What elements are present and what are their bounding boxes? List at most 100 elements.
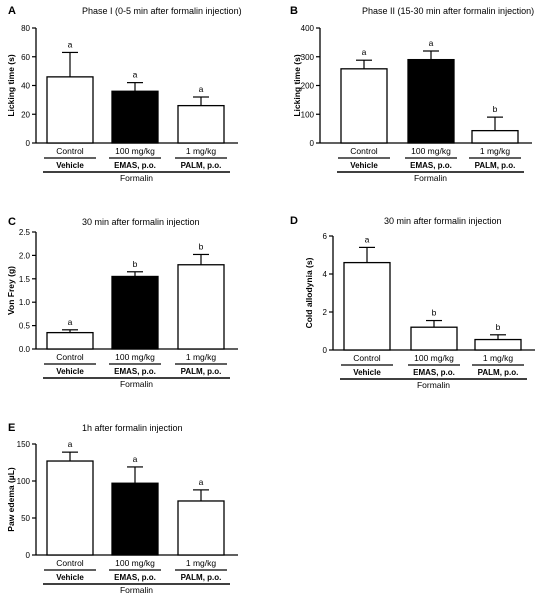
group-label: EMAS, p.o. xyxy=(410,161,452,170)
y-tick-label: 300 xyxy=(301,53,315,62)
y-tick-label: 0.5 xyxy=(19,322,31,331)
significance-letter: b xyxy=(496,322,501,332)
group-label: PALM, p.o. xyxy=(478,368,519,377)
bar xyxy=(343,261,391,351)
significance-letter: a xyxy=(199,477,204,487)
y-tick-label: 0 xyxy=(26,551,31,560)
bar xyxy=(177,500,225,556)
significance-letter: a xyxy=(365,234,370,244)
group-label: PALM, p.o. xyxy=(181,161,222,170)
y-tick-label: 4 xyxy=(323,270,328,279)
bar xyxy=(177,104,225,144)
y-axis-label: Cold allodynia (s) xyxy=(304,257,314,328)
x-tick-label: 100 mg/kg xyxy=(411,146,451,156)
panel-title: 1h after formalin injection xyxy=(82,423,183,433)
y-tick-label: 50 xyxy=(21,514,30,523)
y-axis-label: Licking time (s) xyxy=(6,54,16,117)
bar xyxy=(111,482,159,556)
group-label: Vehicle xyxy=(56,573,84,582)
y-tick-label: 100 xyxy=(301,110,315,119)
formalin-label: Formalin xyxy=(120,585,153,595)
x-tick-label: 100 mg/kg xyxy=(115,146,155,156)
y-tick-label: 1.0 xyxy=(19,298,31,307)
panel-d: D 30 min after formalin injection 0 2 4 6 Cold… xyxy=(290,215,535,390)
y-tick-label: 0 xyxy=(323,346,328,355)
group-label: PALM, p.o. xyxy=(181,367,222,376)
y-tick-label: 20 xyxy=(21,110,30,119)
group-label: EMAS, p.o. xyxy=(114,367,156,376)
x-tick-label: Control xyxy=(350,146,378,156)
y-tick-label: 150 xyxy=(17,440,31,449)
x-tick-label: Control xyxy=(353,353,381,363)
group-label: Vehicle xyxy=(353,368,381,377)
bar xyxy=(471,129,519,144)
x-tick-label: 100 mg/kg xyxy=(115,558,155,568)
y-tick-label: 60 xyxy=(21,53,30,62)
group-label: EMAS, p.o. xyxy=(114,161,156,170)
panel-e: E 1h after formalin injection 0 50 100 150 Paw… xyxy=(6,422,238,595)
panel-letter: C xyxy=(8,216,16,228)
y-tick-label: 1.5 xyxy=(19,275,31,284)
group-label: PALM, p.o. xyxy=(475,161,516,170)
y-tick-label: 400 xyxy=(301,24,315,33)
bar xyxy=(111,90,159,144)
formalin-label: Formalin xyxy=(120,173,153,183)
bar xyxy=(474,338,522,351)
x-tick-label: 1 mg/kg xyxy=(186,146,217,156)
x-tick-label: Control xyxy=(56,352,84,362)
panel-c: C 30 min after formalin injection 0.0 0.5 1.… xyxy=(6,216,238,389)
group-label: Vehicle xyxy=(56,161,84,170)
significance-letter: a xyxy=(68,317,73,327)
panel-a: A Phase I (0-5 min after formalin injecti… xyxy=(6,5,242,183)
y-tick-label: 80 xyxy=(21,24,30,33)
panel-title: Phase I (0-5 min after formalin injectio… xyxy=(82,6,242,16)
y-tick-label: 100 xyxy=(17,477,31,486)
x-tick-label: Control xyxy=(56,146,84,156)
group-label: Vehicle xyxy=(350,161,378,170)
group-label: Vehicle xyxy=(56,367,84,376)
significance-letter: a xyxy=(429,38,434,48)
formalin-label: Formalin xyxy=(414,173,447,183)
y-axis-label: Paw edema (µL) xyxy=(6,467,16,532)
significance-letter: a xyxy=(362,47,367,57)
x-tick-label: 100 mg/kg xyxy=(115,352,155,362)
bar xyxy=(340,68,388,144)
significance-letter: b xyxy=(133,259,138,269)
panel-title: 30 min after formalin injection xyxy=(82,217,200,227)
y-tick-label: 2.0 xyxy=(19,251,31,260)
significance-letter: a xyxy=(133,70,138,80)
group-label: PALM, p.o. xyxy=(181,573,222,582)
x-tick-label: 1 mg/kg xyxy=(483,353,514,363)
x-tick-label: 1 mg/kg xyxy=(186,558,217,568)
formalin-label: Formalin xyxy=(417,380,450,390)
significance-letter: b xyxy=(432,308,437,318)
y-tick-label: 0.0 xyxy=(19,345,31,354)
y-tick-label: 200 xyxy=(301,82,315,91)
bar xyxy=(46,76,94,144)
x-tick-label: 100 mg/kg xyxy=(414,353,454,363)
y-axis-label: Von Frey (g) xyxy=(6,266,16,315)
significance-letter: a xyxy=(68,39,73,49)
y-tick-label: 0 xyxy=(310,139,315,148)
y-axis-label: Licking time (s) xyxy=(292,54,302,117)
significance-letter: b xyxy=(493,104,498,114)
panel-title: 30 min after formalin injection xyxy=(384,216,502,226)
significance-letter: a xyxy=(68,439,73,449)
bar xyxy=(407,58,455,144)
y-tick-label: 6 xyxy=(323,232,328,241)
bar xyxy=(46,460,94,556)
bar xyxy=(111,275,159,350)
panel-letter: E xyxy=(8,422,15,434)
x-tick-label: Control xyxy=(56,558,84,568)
panel-b: B Phase II (15-30 min after formalin inje… xyxy=(290,5,534,183)
group-label: EMAS, p.o. xyxy=(114,573,156,582)
bar xyxy=(410,326,458,351)
y-tick-label: 0 xyxy=(26,139,31,148)
panel-letter: B xyxy=(290,5,298,17)
x-tick-label: 1 mg/kg xyxy=(186,352,217,362)
x-tick-label: 1 mg/kg xyxy=(480,146,511,156)
significance-letter: a xyxy=(199,84,204,94)
bar xyxy=(46,331,94,350)
group-label: EMAS, p.o. xyxy=(413,368,455,377)
